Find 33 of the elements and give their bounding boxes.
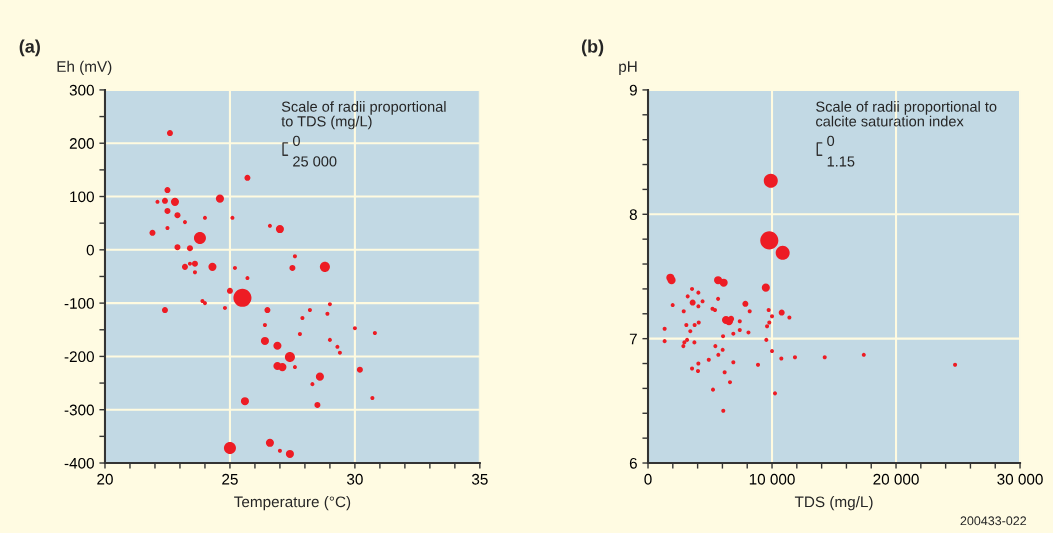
y-tick-label: -300: [64, 404, 94, 416]
x-axis-title: TDS (mg/L): [794, 496, 873, 511]
y-tick-label: -200: [64, 351, 94, 363]
x-tick-label: 0: [644, 473, 652, 485]
x-axis-title: Temperature (°C): [234, 496, 351, 511]
y-tick-label: 300: [69, 84, 94, 96]
x-tick-label: 20: [97, 473, 113, 485]
y-tick-label: -100: [64, 297, 94, 309]
y-axis-title: pH: [619, 61, 637, 75]
y-tick-label: 9: [629, 84, 637, 96]
annotation: Scale of radii proportional to TDS (mg/L): [281, 101, 446, 130]
x-tick-label: 25: [222, 473, 238, 485]
annotation: 0: [827, 135, 835, 147]
x-tick-label: 20 000: [873, 473, 919, 485]
annotation: 1.15: [827, 156, 855, 167]
y-axis-title: Eh (mV): [57, 60, 112, 75]
y-tick-label: 6: [629, 457, 637, 469]
annotation: Scale of radii proportional to calcite saturation index: [816, 101, 997, 127]
y-tick-label: 0: [86, 244, 94, 256]
x-tick-label: 30: [346, 473, 363, 485]
x-tick-label: 10 000: [749, 473, 795, 485]
y-tick-label: 100: [70, 191, 94, 203]
x-tick-label: 35: [471, 473, 488, 485]
text: (a): [19, 39, 40, 57]
y-tick-label: 7: [629, 333, 637, 345]
x-tick-label: 30 000: [997, 473, 1043, 485]
y-tick-label: 8: [629, 209, 637, 220]
annotation: 0: [292, 135, 300, 147]
text: (b): [581, 39, 604, 57]
text: 200433-022: [960, 516, 1027, 526]
y-tick-label: -400: [64, 457, 94, 469]
annotation: 25 000: [293, 156, 337, 167]
y-tick-label: 200: [69, 138, 94, 149]
